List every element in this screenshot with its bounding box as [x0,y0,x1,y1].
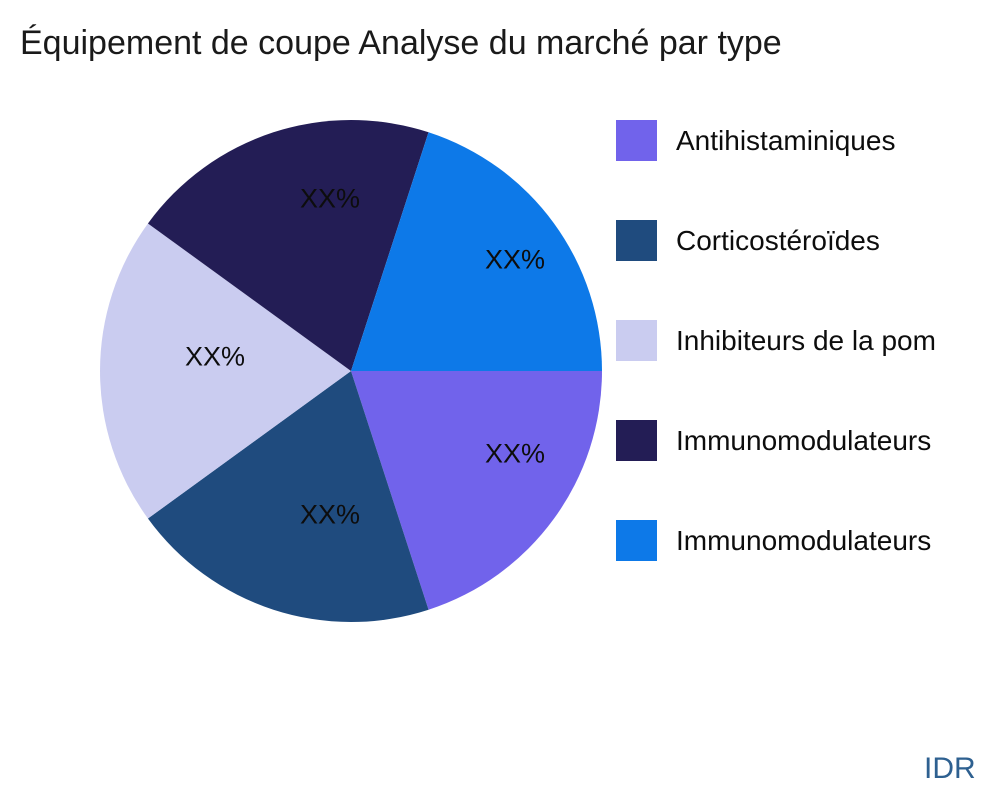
pie-slice-percent-label: XX% [300,499,361,530]
legend-item: Corticostéroïdes [616,220,880,261]
pie-slice-percent-label: XX% [185,341,246,372]
pie-slice-percent-label: XX% [485,244,546,275]
legend-item: Immunomodulateurs [616,420,931,461]
legend-swatch-icon [616,520,657,561]
legend-item: Inhibiteurs de la pom [616,320,936,361]
watermark-idr: IDR [924,752,976,785]
chart-title: Équipement de coupe Analyse du marché pa… [20,24,782,62]
pie-slice-1 [147,371,429,623]
legend-label: Immunomodulateurs [676,424,932,456]
pie-slice-2 [100,223,352,519]
legend-item: Immunomodulateurs [616,520,931,561]
legend-label: Antihistaminiques [676,124,896,156]
legend-swatch-icon [616,220,657,261]
legend-label: Inhibiteurs de la pom [676,324,936,356]
legend-swatch-icon [616,320,657,361]
legend-swatch-icon [616,420,657,461]
legend-swatch-icon [616,120,657,161]
legend-label: Corticostéroïdes [676,224,880,256]
pie-slice-0 [351,371,602,610]
legend-item: Antihistaminiques [616,120,895,161]
legend-label: Immunomodulateurs [676,524,932,556]
pie-slice-3 [147,119,429,371]
pie-slice-percent-label: XX% [485,438,546,469]
pie-slice-4 [351,132,602,371]
pie-slice-percent-label: XX% [300,183,361,214]
legend: Antihistaminiques Corticostéroïdes Inhibit… [616,0,1000,800]
